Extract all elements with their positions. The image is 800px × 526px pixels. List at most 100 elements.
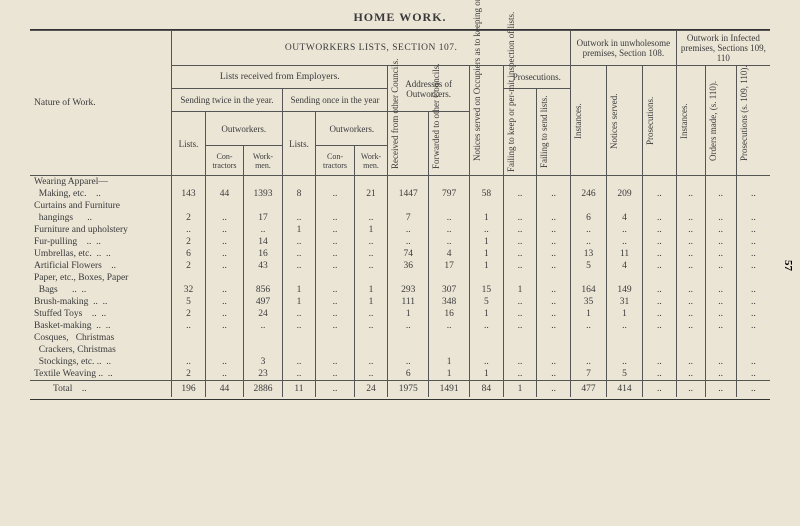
- cell: [388, 176, 429, 189]
- cell: 5: [607, 368, 643, 381]
- cell: [571, 176, 607, 189]
- cell: 3: [244, 356, 282, 368]
- cell: ..: [354, 356, 388, 368]
- cell: [354, 344, 388, 356]
- cell: 5: [470, 296, 504, 308]
- cell: ..: [676, 296, 705, 308]
- cell: ..: [736, 296, 770, 308]
- cell: 1: [388, 308, 429, 320]
- cell: 307: [429, 284, 470, 296]
- cell: [205, 200, 243, 212]
- cell: [388, 332, 429, 344]
- cell: [282, 176, 316, 189]
- cell: [205, 332, 243, 344]
- cell: 5: [172, 296, 206, 308]
- hdr-lists1: Lists.: [172, 112, 206, 176]
- cell: ..: [388, 356, 429, 368]
- cell: 1: [571, 308, 607, 320]
- cell: ..: [503, 248, 537, 260]
- cell: ..: [705, 224, 736, 236]
- cell: ..: [676, 320, 705, 332]
- cell: ..: [643, 236, 677, 248]
- cell: [571, 272, 607, 284]
- cell: [470, 344, 504, 356]
- row-label: Artificial Flowers ..: [30, 260, 172, 272]
- cell: 24: [354, 381, 388, 398]
- cell: 44: [205, 381, 243, 398]
- cell: ..: [205, 296, 243, 308]
- cell: 1: [503, 381, 537, 398]
- cell: [736, 332, 770, 344]
- cell: ..: [316, 296, 354, 308]
- cell: ..: [537, 381, 571, 398]
- cell: 2: [172, 368, 206, 381]
- cell: ..: [205, 284, 243, 296]
- cell: [205, 176, 243, 189]
- cell: ..: [503, 260, 537, 272]
- cell: [736, 176, 770, 189]
- cell: [643, 272, 677, 284]
- cell: ..: [354, 260, 388, 272]
- hdr-received: Received from other Councils.: [390, 117, 400, 171]
- cell: 44: [205, 188, 243, 200]
- cell: ..: [205, 260, 243, 272]
- cell: [429, 332, 470, 344]
- cell: 11: [282, 381, 316, 398]
- cell: ..: [705, 236, 736, 248]
- cell: 4: [607, 212, 643, 224]
- cell: ..: [537, 284, 571, 296]
- table-row: Basket-making .. .......................…: [30, 320, 770, 332]
- table-row: Curtains and Furniture: [30, 200, 770, 212]
- cell: [282, 200, 316, 212]
- cell: [354, 200, 388, 212]
- cell: ..: [537, 212, 571, 224]
- cell: ..: [736, 224, 770, 236]
- cell: ..: [503, 320, 537, 332]
- cell: ..: [705, 368, 736, 381]
- cell: [388, 272, 429, 284]
- cell: ..: [503, 368, 537, 381]
- cell: ..: [705, 356, 736, 368]
- cell: ..: [571, 236, 607, 248]
- cell: 1: [503, 284, 537, 296]
- cell: ..: [643, 188, 677, 200]
- cell: ..: [316, 320, 354, 332]
- cell: ..: [503, 212, 537, 224]
- cell: ..: [676, 308, 705, 320]
- cell: ..: [205, 212, 243, 224]
- cell: 17: [244, 212, 282, 224]
- cell: ..: [736, 248, 770, 260]
- cell: ..: [172, 320, 206, 332]
- cell: [316, 176, 354, 189]
- cell: ..: [503, 308, 537, 320]
- cell: 1: [470, 368, 504, 381]
- row-label: Paper, etc., Boxes, Paper: [30, 272, 172, 284]
- cell: ..: [282, 260, 316, 272]
- cell: 43: [244, 260, 282, 272]
- cell: ..: [282, 356, 316, 368]
- row-label: Bags .. ..: [30, 284, 172, 296]
- cell: [705, 176, 736, 189]
- cell: 1: [282, 284, 316, 296]
- cell: ..: [571, 320, 607, 332]
- cell: 1: [429, 356, 470, 368]
- cell: 797: [429, 188, 470, 200]
- cell: [316, 344, 354, 356]
- hdr-instances1: Instances.: [573, 79, 583, 163]
- table-row: Stuffed Toys .. ..2..24......1161....11.…: [30, 308, 770, 320]
- cell: ..: [676, 381, 705, 398]
- row-label: Furniture and upholstery: [30, 224, 172, 236]
- cell: [571, 332, 607, 344]
- cell: 1: [607, 308, 643, 320]
- cell: [244, 200, 282, 212]
- hdr-notices-served: Notices served.: [609, 79, 619, 163]
- cell: 31: [607, 296, 643, 308]
- cell: [537, 200, 571, 212]
- cell: ..: [705, 381, 736, 398]
- cell: 1975: [388, 381, 429, 398]
- cell: ..: [172, 356, 206, 368]
- cell: ..: [537, 308, 571, 320]
- table-row: Furniture and upholstery......1..1......…: [30, 224, 770, 236]
- cell: ..: [643, 381, 677, 398]
- row-label: Umbrellas, etc. .. ..: [30, 248, 172, 260]
